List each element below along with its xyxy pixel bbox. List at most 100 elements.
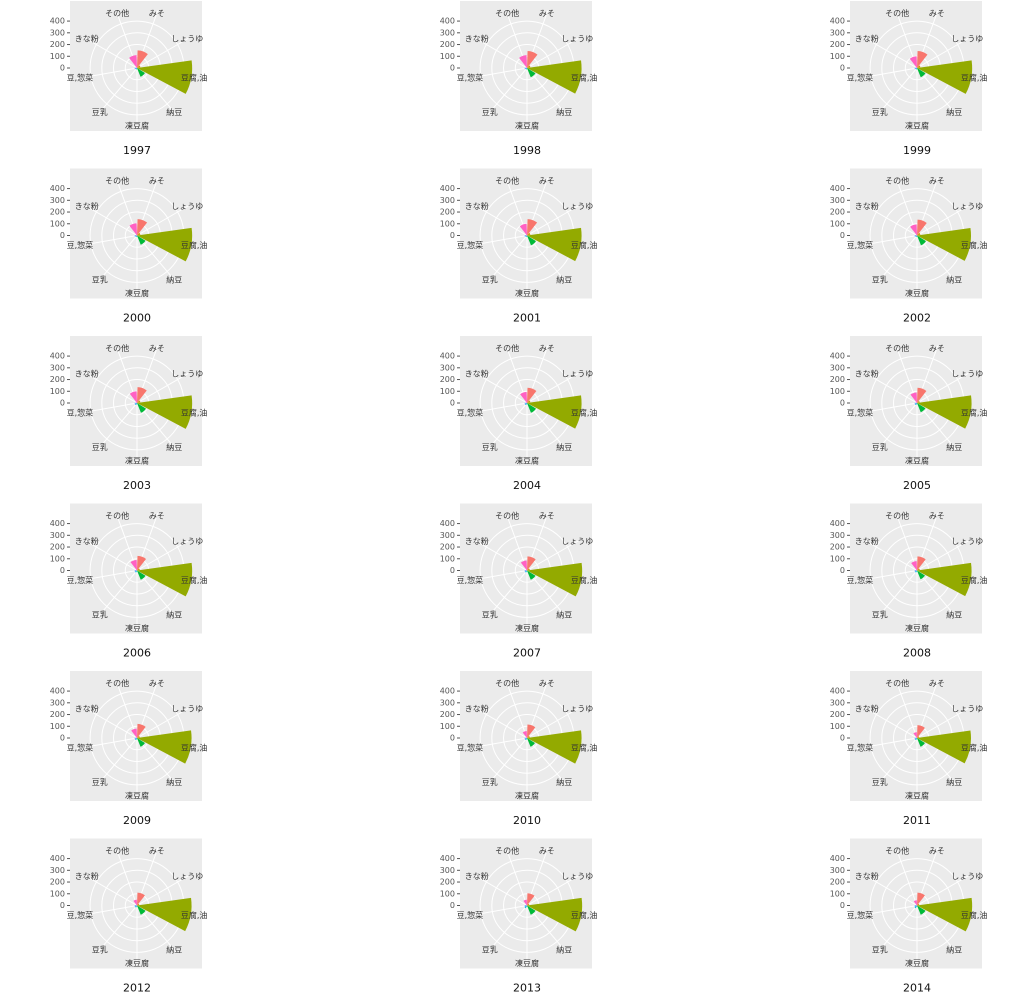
category-label: きな粉 — [855, 34, 879, 44]
wedge — [917, 562, 972, 597]
category-label: 納豆 — [946, 944, 962, 954]
wedge — [916, 403, 918, 405]
category-label: 凍豆腐 — [515, 623, 539, 633]
y-tick-label: 100 — [830, 554, 845, 563]
wedge — [135, 403, 137, 406]
wedge — [525, 904, 527, 906]
wedge — [913, 900, 917, 906]
grid-spoke — [473, 37, 528, 69]
category-label: みそ — [929, 846, 945, 855]
wedge — [914, 67, 917, 70]
y-tick-label: 400 — [50, 519, 65, 528]
grid-spoke — [916, 402, 957, 451]
y-tick-label: 100 — [830, 52, 845, 61]
grid-spoke — [877, 67, 918, 116]
category-label: きな粉 — [855, 871, 879, 881]
grid-spoke — [877, 402, 918, 451]
wedge — [527, 730, 582, 764]
grid-spoke — [916, 372, 971, 404]
category-label: 凍豆腐 — [515, 121, 539, 131]
category-label: 豆腐,油 — [571, 575, 598, 585]
category-label: 豆,惣菜 — [457, 575, 484, 585]
category-label: 凍豆腐 — [125, 456, 149, 466]
grid-spoke — [136, 372, 191, 404]
wedge — [525, 235, 527, 238]
category-label: 豆乳 — [872, 609, 888, 619]
grid-spoke — [136, 570, 177, 618]
wedge — [527, 232, 531, 236]
category-label: みそ — [149, 679, 165, 688]
category-label: 豆腐,油 — [181, 575, 208, 585]
chart-title: 2007 — [513, 647, 541, 660]
category-label: その他 — [495, 8, 519, 18]
wedge — [137, 905, 146, 915]
grid-spoke — [136, 707, 191, 739]
wedge — [137, 65, 141, 68]
wedge — [135, 67, 137, 68]
wedge — [915, 234, 917, 236]
wedge — [527, 735, 530, 738]
category-label: みそ — [539, 176, 555, 185]
wedge — [135, 737, 137, 738]
y-tick-label: 0 — [450, 399, 455, 408]
wedge — [525, 738, 527, 741]
category-label: きな粉 — [75, 536, 99, 546]
grid-spoke — [466, 570, 528, 582]
wedge — [520, 560, 527, 571]
category-label: その他 — [105, 510, 129, 520]
wedge — [129, 391, 137, 403]
category-label: 豆,惣菜 — [847, 575, 874, 585]
y-tick-label: 200 — [830, 543, 845, 552]
category-label: 豆,惣菜 — [847, 73, 874, 83]
grid-spoke — [115, 848, 138, 906]
y-tick-label: 100 — [830, 722, 845, 731]
grid-spoke — [856, 570, 918, 582]
category-label: 納豆 — [166, 107, 182, 117]
category-label: 凍豆腐 — [125, 791, 149, 801]
wedge — [527, 219, 538, 236]
wedge — [917, 905, 926, 915]
category-label: その他 — [885, 510, 909, 520]
category-label: みそ — [149, 846, 165, 855]
grid-spoke — [97, 737, 138, 786]
wedge — [526, 235, 528, 237]
grid-spoke — [76, 905, 138, 917]
category-label: 納豆 — [166, 944, 182, 954]
wedge — [527, 227, 582, 262]
category-label: きな粉 — [465, 34, 489, 44]
wedge — [137, 562, 193, 597]
wedge — [135, 569, 137, 571]
category-label: 豆,惣菜 — [847, 910, 874, 920]
category-label: 豆乳 — [872, 944, 888, 954]
category-label: その他 — [885, 845, 909, 855]
wedge — [916, 235, 918, 237]
y-tick-label: 400 — [50, 687, 65, 696]
y-tick-label: 200 — [830, 710, 845, 719]
grid-spoke — [136, 37, 191, 69]
wedge — [527, 556, 536, 571]
category-label: しょうゆ — [951, 370, 983, 379]
category-label: 納豆 — [946, 609, 962, 619]
grid-spoke — [877, 737, 918, 786]
wedge — [915, 570, 917, 573]
wedge — [917, 730, 971, 764]
category-label: 凍豆腐 — [905, 456, 929, 466]
wedge — [914, 402, 917, 405]
y-tick-label: 0 — [60, 231, 65, 240]
wedge — [917, 736, 920, 738]
grid-spoke — [83, 204, 138, 236]
y-tick-label: 400 — [830, 17, 845, 26]
category-label: 豆腐,油 — [571, 240, 598, 250]
category-label: 豆,惣菜 — [457, 73, 484, 83]
grid-spoke — [473, 707, 528, 739]
wedge — [137, 219, 148, 236]
y-tick-label: 100 — [50, 52, 65, 61]
category-label: きな粉 — [855, 704, 879, 714]
wedge — [137, 730, 192, 764]
category-label: みそ — [929, 511, 945, 520]
wedge — [911, 561, 917, 571]
grid-spoke — [83, 372, 138, 404]
wedge — [527, 562, 583, 597]
y-tick-label: 100 — [440, 52, 455, 61]
category-label: 凍豆腐 — [905, 121, 929, 131]
